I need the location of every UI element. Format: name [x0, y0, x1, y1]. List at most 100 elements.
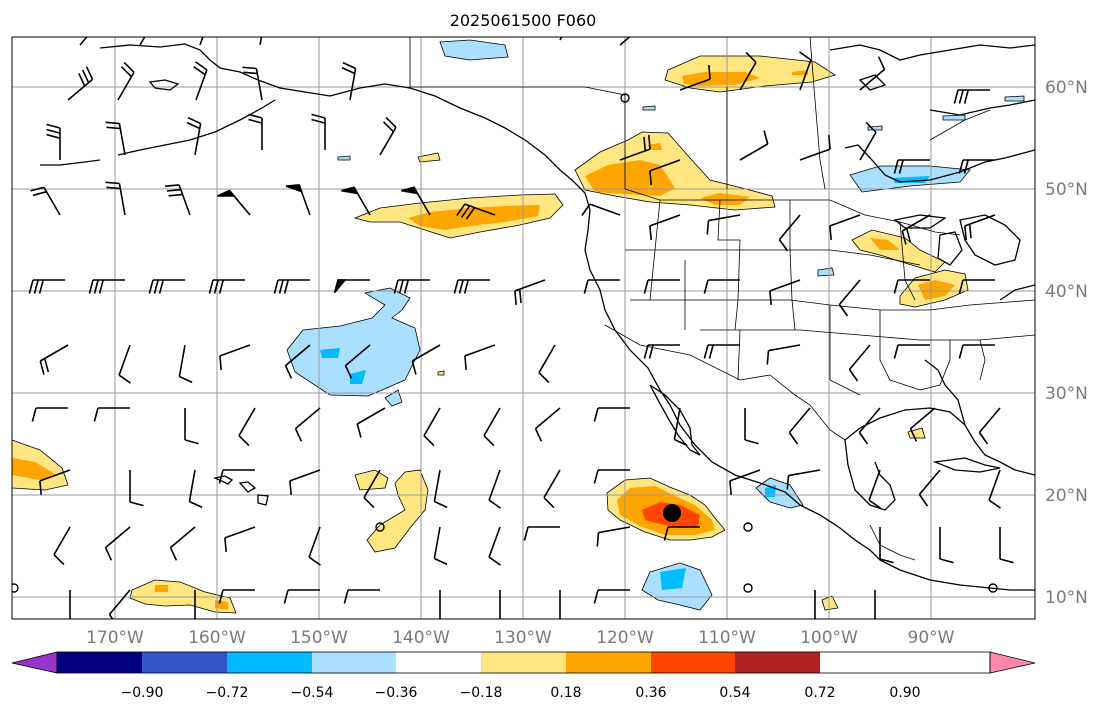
- wind-barb: [219, 344, 251, 370]
- wind-barb: [788, 407, 811, 445]
- wind-barb: [744, 408, 759, 445]
- colorbar-segment: [566, 652, 651, 673]
- colorbar-segment: [227, 652, 312, 673]
- lon-label: 100°W: [800, 628, 858, 648]
- wind-barb: [534, 407, 561, 442]
- wind-barb: [593, 589, 630, 604]
- wind-barb: [53, 526, 71, 566]
- colorbar-segment: [651, 652, 735, 673]
- colorbar-segment: [312, 652, 396, 673]
- wind-barb: [284, 344, 311, 379]
- lon-label: 110°W: [698, 628, 756, 648]
- wind-barb: [129, 470, 144, 507]
- wind-barb: [703, 344, 740, 359]
- wind-barb: [488, 469, 501, 509]
- colorbar-segment: [142, 652, 227, 673]
- wind-barb: [343, 589, 380, 604]
- wind-barb: [593, 407, 630, 422]
- wind-barb: [786, 469, 821, 490]
- calm-wind-marker: [375, 522, 385, 532]
- lat-label: 30°N: [1045, 384, 1088, 404]
- map-area: [12, 37, 1035, 619]
- wind-barb: [483, 407, 501, 447]
- wind-barb: [199, 37, 204, 46]
- coastlines: [40, 43, 1035, 591]
- wind-barb: [456, 203, 496, 220]
- lon-label: 140°W: [392, 628, 450, 648]
- wind-barb: [67, 66, 94, 101]
- wind-barb: [893, 159, 930, 174]
- wind-barb: [893, 279, 930, 294]
- wind-barb: [799, 135, 831, 161]
- wind-barb: [289, 469, 321, 495]
- colorbar-tick: −0.72: [206, 685, 249, 701]
- wind-barb: [184, 408, 199, 445]
- wind-barb: [194, 590, 196, 619]
- wind-barb: [559, 590, 561, 619]
- wind-barb: [39, 344, 69, 375]
- wind-barb: [178, 344, 193, 384]
- lat-label: 40°N: [1045, 282, 1088, 302]
- wind-barb: [139, 37, 146, 46]
- wind-barb: [283, 589, 320, 604]
- lat-label: 20°N: [1045, 486, 1088, 506]
- wind-barb: [356, 407, 386, 438]
- wind-barb: [739, 51, 757, 91]
- calm-wind-marker: [620, 93, 630, 103]
- colorbar-tick-labels: −0.90 −0.72 −0.54 −0.36 −0.18 0.18 0.36 …: [121, 685, 921, 701]
- wind-barb: [311, 113, 326, 150]
- wind-barb: [739, 130, 769, 161]
- wind-barb: [918, 469, 941, 507]
- wind-barb: [217, 189, 251, 216]
- wind-barb: [649, 214, 681, 240]
- wind-barb: [363, 469, 381, 509]
- wind-barb: [104, 526, 131, 561]
- lon-label: 120°W: [596, 628, 654, 648]
- wind-barb: [148, 279, 185, 294]
- wind-barb: [706, 214, 741, 235]
- wind-barb: [964, 214, 996, 240]
- wind-barb: [411, 344, 441, 375]
- wind-barb: [868, 469, 881, 509]
- political-borders: [409, 37, 1035, 561]
- wind-barb: [901, 214, 931, 245]
- wind-barb: [958, 344, 995, 359]
- colorbar-segment: [481, 652, 566, 673]
- colorbar-tick: −0.36: [375, 685, 418, 701]
- wind-barb: [909, 407, 936, 442]
- wind-barb: [273, 279, 310, 294]
- wind-barb: [433, 526, 448, 566]
- wind-barb: [679, 65, 711, 91]
- wind-barb: [939, 527, 954, 564]
- wind-barb: [583, 279, 620, 294]
- calm-wind-marker: [743, 522, 753, 532]
- wind-barb: [859, 121, 877, 161]
- colorbar-tick: 0.72: [804, 685, 835, 701]
- wind-barb: [619, 135, 651, 161]
- wind-barb: [69, 590, 71, 619]
- wind-barb: [649, 159, 681, 185]
- lat-label: 60°N: [1045, 78, 1088, 98]
- wind-barb: [838, 279, 861, 317]
- calm-wind-marker: [743, 583, 753, 593]
- wind-barb: [93, 407, 130, 422]
- longitude-labels: 170°W 160°W 150°W 140°W 130°W 120°W 110°…: [86, 628, 955, 648]
- wind-barb: [433, 469, 448, 509]
- wind-barb: [958, 279, 995, 294]
- wind-barb: [999, 527, 1014, 564]
- wind-barb: [453, 279, 490, 294]
- wind-barb: [238, 407, 256, 447]
- lat-label: 50°N: [1045, 180, 1088, 200]
- colorbar-tick: −0.90: [121, 685, 164, 701]
- wind-barb: [88, 279, 125, 294]
- wind-barb: [619, 37, 631, 46]
- wind-barb: [958, 159, 995, 174]
- colorbar-tick: 0.90: [889, 685, 920, 701]
- wind-barbs: [28, 37, 1014, 619]
- wind-barb: [46, 123, 61, 160]
- wind-barb: [848, 344, 871, 382]
- wind-barb: [218, 589, 255, 604]
- wind-barb: [673, 407, 688, 447]
- wind-barb: [769, 279, 801, 305]
